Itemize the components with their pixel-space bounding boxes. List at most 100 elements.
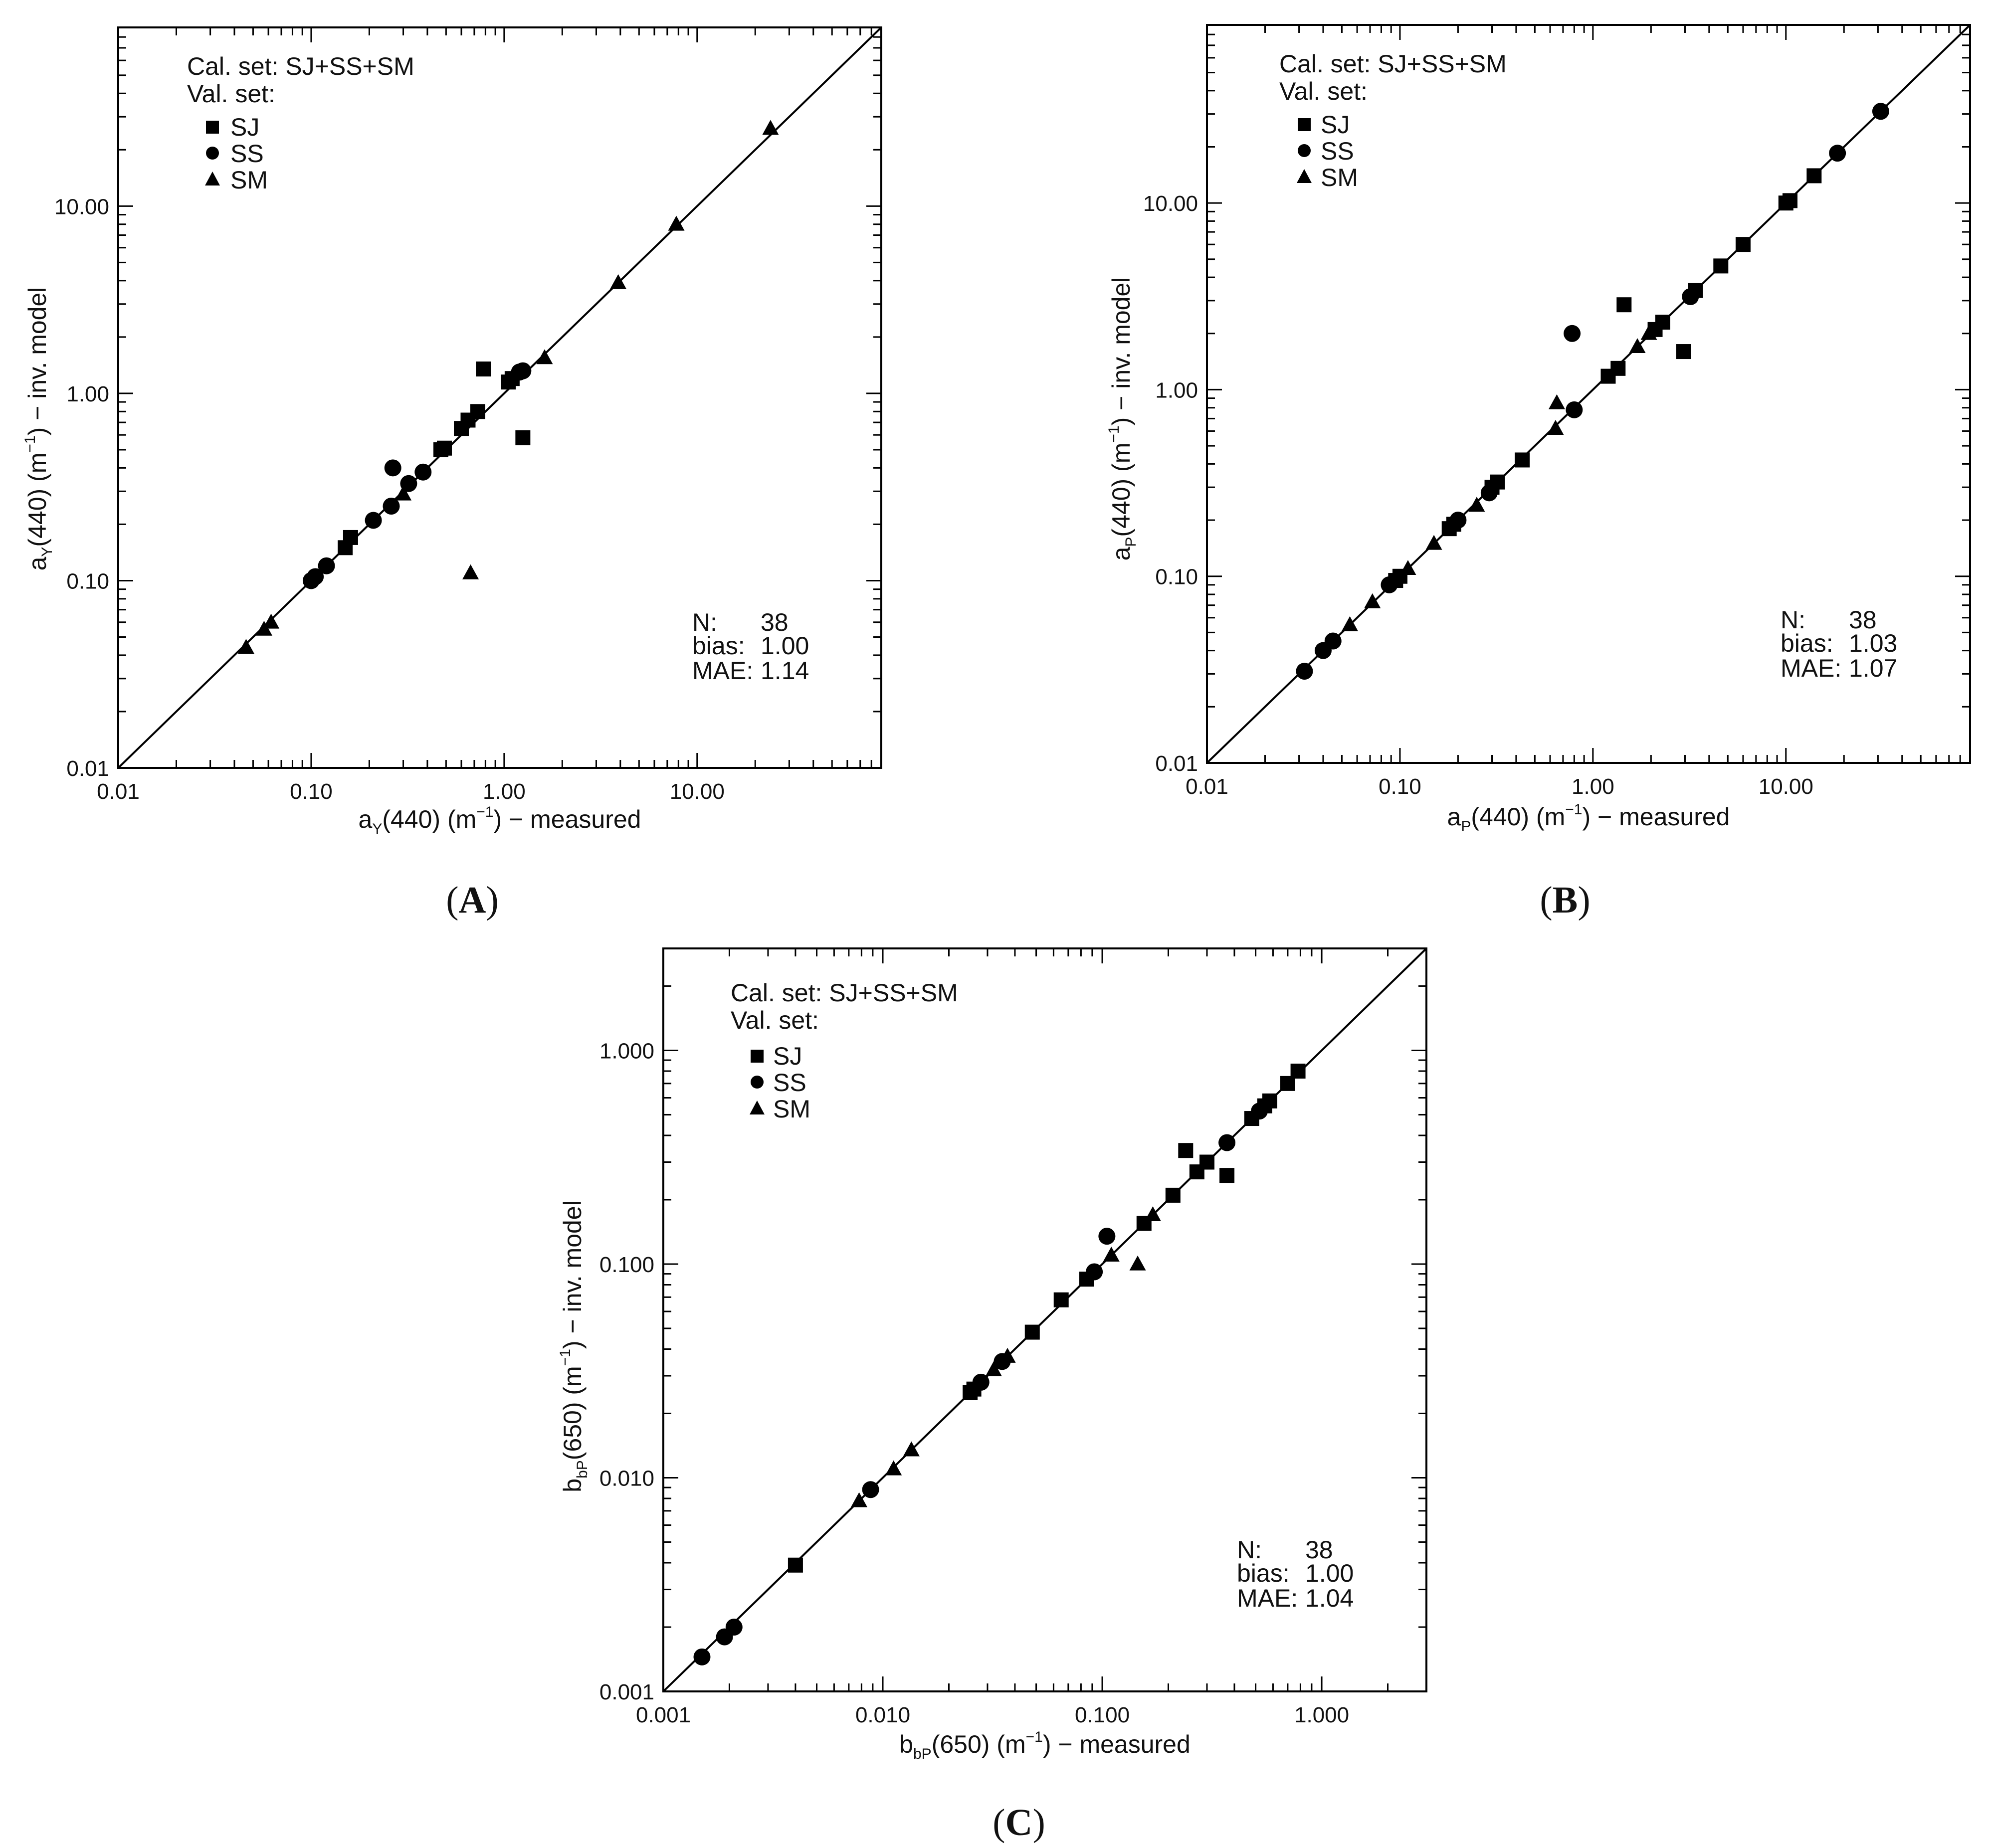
data-points bbox=[693, 1063, 1306, 1665]
legend-label-ss: SS bbox=[773, 1069, 806, 1097]
legend-val-set: Val. set: bbox=[731, 1006, 819, 1034]
point-ss bbox=[1251, 1103, 1268, 1120]
point-sj bbox=[1735, 237, 1751, 252]
legend-square-marker bbox=[206, 121, 219, 134]
legend-cal-set: Cal. set: SJ+SS+SM bbox=[731, 979, 958, 1007]
point-sm bbox=[668, 215, 685, 231]
data-points bbox=[1296, 103, 1889, 680]
point-sm bbox=[851, 1492, 868, 1507]
point-sm bbox=[885, 1460, 902, 1476]
stats-n-label: N: bbox=[1781, 606, 1805, 634]
point-sm bbox=[610, 274, 627, 289]
point-sj bbox=[1199, 1154, 1214, 1170]
panel-a: 0.01 0.10 1.00 10.00 0.01 0.10 1.00 10.00 aY(4… bbox=[22, 26, 882, 921]
legend-label-sm: SM bbox=[773, 1095, 810, 1123]
y-axis-label: aP(440) (m−1) − inv. model bbox=[1106, 277, 1139, 561]
point-ss bbox=[414, 463, 432, 481]
y-axis-label: bbP(650) (m−1) − inv. model bbox=[557, 1200, 591, 1492]
legend-circle-marker bbox=[1298, 144, 1311, 157]
point-ss bbox=[862, 1481, 879, 1498]
panel-label-a: (A) bbox=[446, 879, 499, 921]
point-sm bbox=[1547, 420, 1564, 435]
point-sm bbox=[237, 639, 254, 654]
x-tick-label: 0.10 bbox=[1379, 774, 1421, 799]
y-axis-label: aY(440) (m−1) − inv. model bbox=[22, 287, 55, 571]
legend-triangle-marker bbox=[1297, 169, 1312, 183]
stats-n-label: N: bbox=[692, 608, 717, 636]
stats-box: N: 38 bias: 1.03 MAE: 1.07 bbox=[1781, 606, 1897, 682]
stats-mae-value: 1.14 bbox=[761, 657, 809, 685]
legend-val-set: Val. set: bbox=[1279, 77, 1368, 105]
legend-label-sj: SJ bbox=[1321, 111, 1350, 139]
stats-box: N: 38 bias: 1.00 MAE: 1.04 bbox=[1237, 1536, 1354, 1612]
point-sm bbox=[1129, 1255, 1146, 1271]
x-tick-label: 0.10 bbox=[290, 779, 333, 804]
point-sj bbox=[788, 1557, 803, 1573]
point-sj bbox=[1053, 1292, 1069, 1307]
point-ss bbox=[1381, 576, 1398, 593]
y-tick-label: 1.00 bbox=[66, 382, 109, 406]
stats-bias-label: bias: bbox=[1237, 1559, 1290, 1587]
stats-bias-label: bias: bbox=[1781, 629, 1833, 657]
x-tick-label: 0.010 bbox=[855, 1703, 910, 1727]
point-sm bbox=[263, 613, 280, 629]
stats-mae-label: MAE: bbox=[692, 657, 753, 685]
point-sj bbox=[476, 361, 491, 376]
point-sj bbox=[1616, 297, 1632, 313]
point-sj bbox=[1655, 315, 1670, 330]
y-tick-label: 10.00 bbox=[54, 194, 109, 219]
point-sm bbox=[1629, 338, 1646, 354]
point-ss bbox=[1566, 401, 1583, 418]
x-axis-label: aY(440) (m−1) − measured bbox=[359, 804, 641, 837]
y-tick-label: 0.10 bbox=[66, 569, 109, 593]
x-tick-label: 0.001 bbox=[636, 1703, 691, 1727]
point-ss bbox=[318, 557, 335, 574]
stats-mae-value: 1.04 bbox=[1305, 1584, 1354, 1612]
x-tick-labels: 0.01 0.10 1.00 10.00 bbox=[97, 779, 725, 804]
legend-square-marker bbox=[751, 1050, 764, 1063]
point-ss bbox=[693, 1648, 711, 1665]
y-tick-labels: 0.01 0.10 1.00 10.00 bbox=[54, 194, 109, 781]
point-sj bbox=[1219, 1168, 1235, 1183]
point-sj bbox=[1713, 258, 1729, 274]
y-tick-label: 1.00 bbox=[1155, 378, 1198, 402]
axis-ticks bbox=[662, 947, 1427, 1692]
point-ss bbox=[1218, 1134, 1236, 1151]
panel-label-c: (C) bbox=[993, 1802, 1045, 1844]
point-sj bbox=[1676, 344, 1691, 360]
legend: Cal. set: SJ+SS+SM Val. set: SJ SS SM bbox=[731, 979, 958, 1123]
point-ss bbox=[1564, 325, 1581, 342]
legend-label-sj: SJ bbox=[230, 113, 259, 141]
stats-n-value: 38 bbox=[1849, 606, 1877, 634]
point-ss bbox=[1449, 512, 1467, 529]
panel-b: 0.01 0.10 1.00 10.00 0.01 0.10 1.00 10.00 aP(4… bbox=[1106, 24, 1971, 921]
point-sm bbox=[462, 564, 479, 579]
point-ss bbox=[1480, 484, 1498, 502]
point-ss bbox=[1829, 145, 1846, 162]
legend-label-sm: SM bbox=[1321, 164, 1358, 191]
x-axis-label: aP(440) (m−1) − measured bbox=[1447, 801, 1730, 835]
y-tick-labels: 0.001 0.010 0.100 1.000 bbox=[599, 1039, 654, 1704]
y-tick-label: 10.00 bbox=[1143, 191, 1198, 216]
stats-n-label: N: bbox=[1237, 1536, 1262, 1564]
point-sm bbox=[395, 485, 412, 501]
point-sj bbox=[1806, 168, 1822, 184]
point-sj bbox=[1165, 1187, 1181, 1203]
point-ss bbox=[972, 1373, 990, 1391]
point-sm bbox=[1341, 616, 1358, 631]
x-axis-label: bbP(650) (m−1) − measured bbox=[899, 1729, 1191, 1762]
x-tick-labels: 0.001 0.010 0.100 1.000 bbox=[636, 1703, 1349, 1727]
point-ss bbox=[1872, 103, 1889, 120]
stats-n-value: 38 bbox=[761, 608, 789, 636]
point-ss bbox=[725, 1619, 743, 1636]
legend-cal-set: Cal. set: SJ+SS+SM bbox=[1279, 50, 1507, 78]
data-points bbox=[237, 120, 779, 654]
legend: Cal. set: SJ+SS+SM Val. set: SJ SS SM bbox=[1279, 50, 1507, 191]
x-tick-labels: 0.01 0.10 1.00 10.00 bbox=[1186, 774, 1813, 799]
point-ss bbox=[365, 512, 382, 529]
point-sm bbox=[1425, 535, 1442, 550]
panel-c: 0.001 0.010 0.100 1.000 0.001 0.010 0.100 1.00… bbox=[557, 947, 1427, 1844]
axis-ticks bbox=[117, 26, 882, 769]
legend-circle-marker bbox=[206, 147, 219, 160]
